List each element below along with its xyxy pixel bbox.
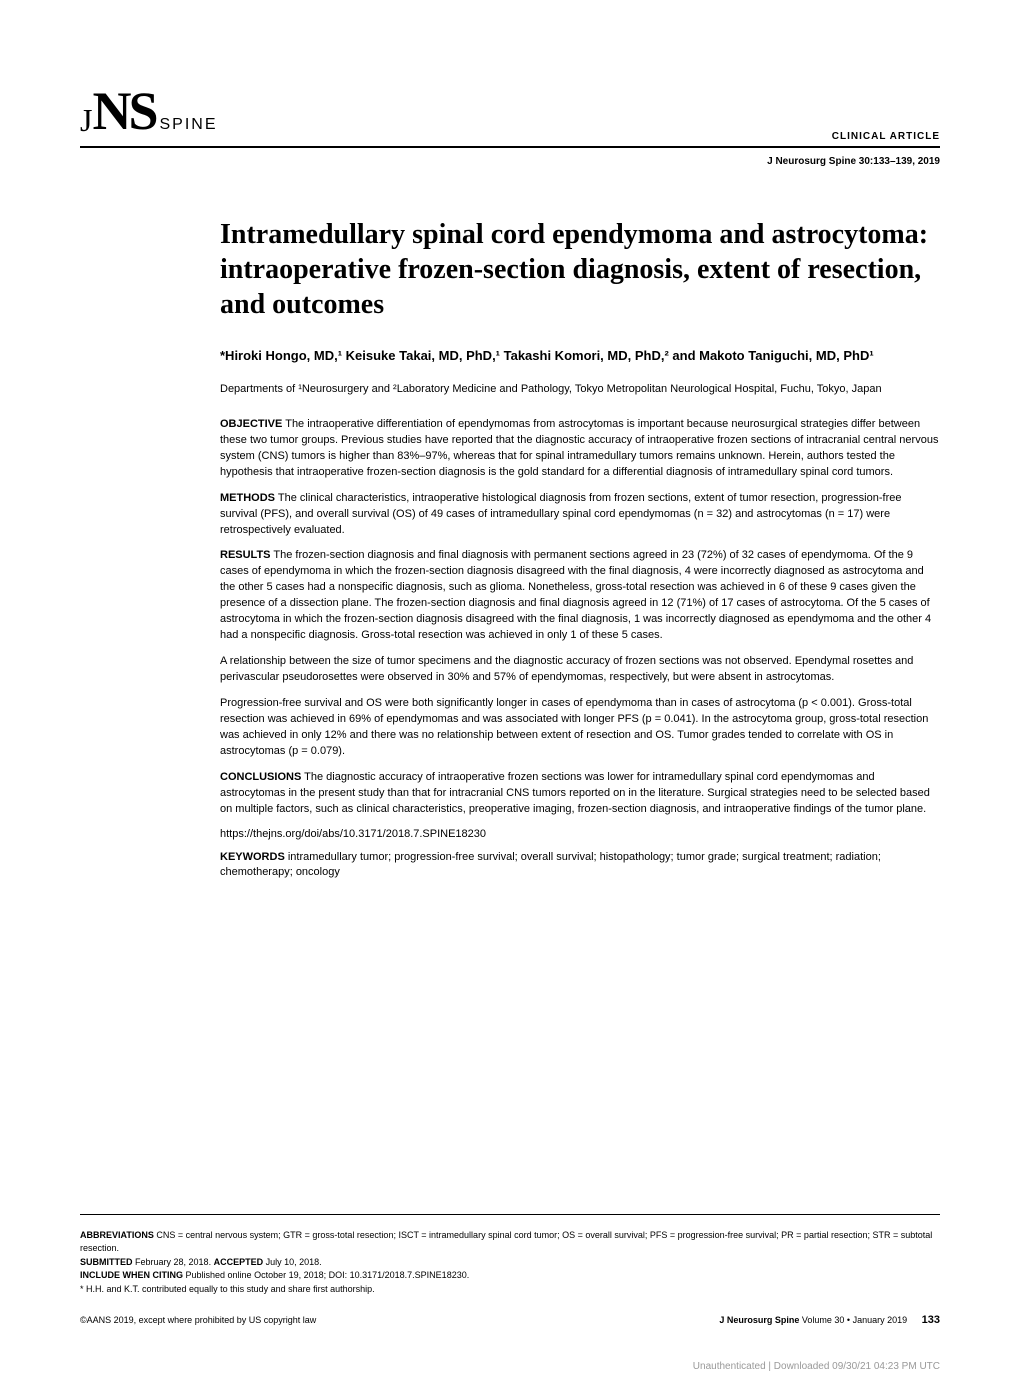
accepted-date: July 10, 2018.	[266, 1257, 322, 1267]
abbreviations-label: ABBREVIATIONS	[80, 1230, 154, 1240]
abbreviations-text: CNS = central nervous system; GTR = gros…	[80, 1230, 932, 1254]
meta-info: ABBREVIATIONS CNS = central nervous syst…	[80, 1229, 940, 1297]
methods-text: The clinical characteristics, intraopera…	[220, 492, 901, 536]
results-text-p1: The frozen-section diagnosis and final d…	[220, 549, 931, 641]
article-type: CLINICAL ARTICLE	[832, 131, 940, 142]
header-right: CLINICAL ARTICLE	[832, 131, 940, 142]
page-number: 133	[922, 1314, 940, 1326]
author-note: * H.H. and K.T. contributed equally to t…	[80, 1283, 940, 1297]
methods-label: METHODS	[220, 492, 275, 504]
footer-right: J Neurosurg Spine Volume 30 • January 20…	[719, 1314, 940, 1326]
footer-volume: Volume 30 • January 2019	[802, 1315, 907, 1325]
objective-label: OBJECTIVE	[220, 418, 282, 430]
logo-letter-j: J	[80, 102, 92, 139]
citation-line: J Neurosurg Spine 30:133–139, 2019	[80, 156, 940, 167]
citing-line: INCLUDE WHEN CITING Published online Oct…	[80, 1269, 940, 1283]
abstract-results-p3: Progression-free survival and OS were bo…	[220, 696, 940, 760]
abstract-objective: OBJECTIVE The intraoperative differentia…	[220, 417, 940, 481]
footer-journal: J Neurosurg Spine	[719, 1315, 799, 1325]
keywords: KEYWORDS intramedullary tumor; progressi…	[220, 850, 940, 882]
results-label: RESULTS	[220, 549, 271, 561]
conclusions-text: The diagnostic accuracy of intraoperativ…	[220, 771, 930, 815]
bottom-section: ABBREVIATIONS CNS = central nervous syst…	[80, 1214, 940, 1327]
copyright: ©AANS 2019, except where prohibited by U…	[80, 1315, 316, 1325]
watermark: Unauthenticated | Downloaded 09/30/21 04…	[693, 1361, 940, 1372]
article-title: Intramedullary spinal cord ependymoma an…	[220, 217, 940, 322]
logo-ns: NS	[92, 80, 155, 142]
abstract-results-p2: A relationship between the size of tumor…	[220, 654, 940, 686]
bottom-divider	[80, 1214, 940, 1215]
article-content: Intramedullary spinal cord ependymoma an…	[220, 217, 940, 881]
submitted-date: February 28, 2018.	[135, 1257, 211, 1267]
accepted-label: ACCEPTED	[214, 1257, 264, 1267]
affiliations: Departments of ¹Neurosurgery and ²Labora…	[220, 382, 940, 397]
header-rule	[80, 146, 940, 148]
submitted-label: SUBMITTED	[80, 1257, 133, 1267]
journal-logo: JNS SPINE	[80, 80, 218, 142]
keywords-label: KEYWORDS	[220, 851, 285, 863]
conclusions-label: CONCLUSIONS	[220, 771, 301, 783]
logo-spine: SPINE	[159, 116, 217, 134]
citing-text: Published online October 19, 2018; DOI: …	[186, 1270, 470, 1280]
keywords-text: intramedullary tumor; progression-free s…	[220, 851, 881, 879]
authors: *Hiroki Hongo, MD,¹ Keisuke Takai, MD, P…	[220, 346, 940, 366]
abstract-results-p1: RESULTS The frozen-section diagnosis and…	[220, 548, 940, 644]
doi-link: https://thejns.org/doi/abs/10.3171/2018.…	[220, 828, 940, 840]
header-row: JNS SPINE CLINICAL ARTICLE	[80, 80, 940, 142]
dates-line: SUBMITTED February 28, 2018. ACCEPTED Ju…	[80, 1256, 940, 1270]
abbreviations-line: ABBREVIATIONS CNS = central nervous syst…	[80, 1229, 940, 1256]
abstract-conclusions: CONCLUSIONS The diagnostic accuracy of i…	[220, 770, 940, 818]
objective-text: The intraoperative differentiation of ep…	[220, 418, 938, 478]
footer-row: ©AANS 2019, except where prohibited by U…	[80, 1314, 940, 1326]
citing-label: INCLUDE WHEN CITING	[80, 1270, 183, 1280]
abstract-methods: METHODS The clinical characteristics, in…	[220, 491, 940, 539]
